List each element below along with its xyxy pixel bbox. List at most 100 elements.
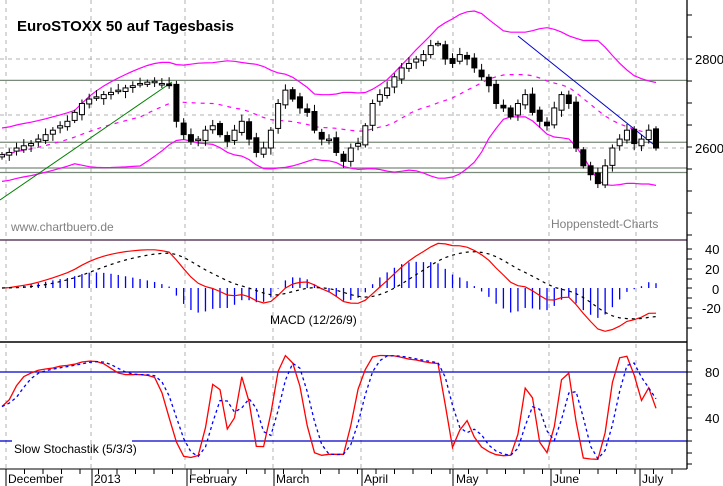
macd-panel	[1, 242, 657, 332]
x-label-april: April	[364, 472, 388, 486]
candle-body	[195, 138, 202, 142]
candle-body	[645, 129, 652, 141]
candle-body	[6, 151, 13, 156]
candle-body	[609, 147, 616, 166]
candle-body	[449, 58, 456, 64]
candle-body	[20, 145, 27, 151]
candle-body	[442, 44, 449, 60]
stoch-k-line	[1, 354, 657, 460]
watermark-chartbuero: www.chartbuero.de	[10, 220, 114, 234]
bollinger-lower-band	[1, 116, 657, 186]
x-label-march: March	[276, 472, 309, 486]
candle-body	[137, 82, 144, 86]
macd-signal-line	[1, 251, 657, 320]
candle-body	[57, 125, 64, 129]
candle-body	[35, 138, 42, 143]
candle-body	[173, 83, 180, 122]
candle-body	[282, 89, 289, 106]
x-label-may: May	[456, 472, 479, 486]
candle-body	[398, 67, 405, 80]
candle-body	[478, 69, 485, 78]
candle-body	[28, 143, 35, 147]
candle-body	[456, 54, 463, 62]
candle-body	[115, 89, 122, 93]
axes	[5, 0, 692, 486]
candle-body	[318, 131, 325, 140]
candle-body	[347, 147, 354, 162]
candle-body	[129, 85, 136, 88]
bollinger-upper-band	[1, 10, 657, 129]
candle-body	[522, 94, 529, 106]
candle-body	[296, 96, 303, 109]
price-panel	[0, 10, 659, 201]
candle-body	[594, 172, 601, 185]
moving-average-line	[1, 73, 657, 156]
candle-body	[602, 165, 609, 186]
candle-body	[202, 129, 209, 141]
candle-body	[158, 82, 165, 86]
candle-body	[217, 123, 223, 136]
x-label-february: February	[189, 472, 237, 486]
candle-body	[289, 89, 296, 100]
candle-body	[144, 81, 151, 85]
grid-lines	[0, 0, 687, 470]
candle-body	[93, 96, 100, 99]
macd-label: MACD (12/26/9)	[270, 313, 357, 327]
candle-body	[333, 137, 340, 153]
x-label-2013: 2013	[94, 472, 121, 486]
candle-body	[166, 83, 173, 87]
candle-body	[122, 87, 129, 92]
x-label-december: December	[8, 472, 63, 486]
candle-body	[78, 103, 85, 116]
candle-body	[253, 137, 260, 153]
candle-body	[376, 94, 383, 102]
candle-body	[369, 103, 376, 126]
candle-body	[580, 149, 587, 167]
macd-y-label-0: 0	[712, 282, 719, 297]
candle-body	[64, 120, 71, 128]
stoch-d-line	[1, 355, 657, 460]
watermark-hoppenstedt: Hoppenstedt-Charts	[551, 217, 658, 231]
candle-body	[435, 42, 441, 46]
x-label-june: June	[553, 472, 579, 486]
candle-body	[420, 54, 427, 62]
candle-body	[246, 121, 253, 140]
candle-body	[653, 128, 659, 149]
macd-line	[1, 242, 657, 332]
candle-body	[471, 57, 478, 69]
candle-body	[108, 91, 114, 96]
candle-body	[514, 103, 521, 116]
candle-body	[238, 120, 245, 133]
candle-body	[13, 147, 20, 152]
candle-body	[493, 83, 500, 104]
candle-body	[231, 129, 238, 141]
candle-body	[71, 111, 78, 121]
candle-body	[485, 76, 492, 87]
candle-body	[362, 125, 369, 146]
candle-body	[311, 111, 318, 131]
candle-body	[558, 94, 565, 111]
candle-body	[616, 138, 623, 147]
candle-body	[304, 108, 311, 113]
stoch-y-label-40: 40	[705, 411, 719, 426]
candle-body	[507, 107, 514, 118]
candle-body	[275, 103, 282, 129]
candle-body	[529, 93, 536, 113]
candle-body	[551, 107, 558, 126]
candle-body	[260, 147, 267, 155]
candle-body	[0, 154, 5, 158]
candle-body	[565, 94, 572, 104]
macd-y-label-neg20: -20	[702, 301, 721, 316]
uptrend-line	[0, 81, 173, 201]
y-label-2600: 2600	[695, 141, 723, 156]
candle-body	[42, 134, 49, 141]
candle-body	[631, 128, 638, 145]
candle-body	[391, 76, 398, 88]
candle-body	[413, 58, 420, 63]
candle-body	[384, 87, 391, 96]
stochastic-panel	[0, 354, 687, 460]
macd-y-label-40: 40	[705, 242, 719, 257]
candle-body	[536, 109, 543, 122]
